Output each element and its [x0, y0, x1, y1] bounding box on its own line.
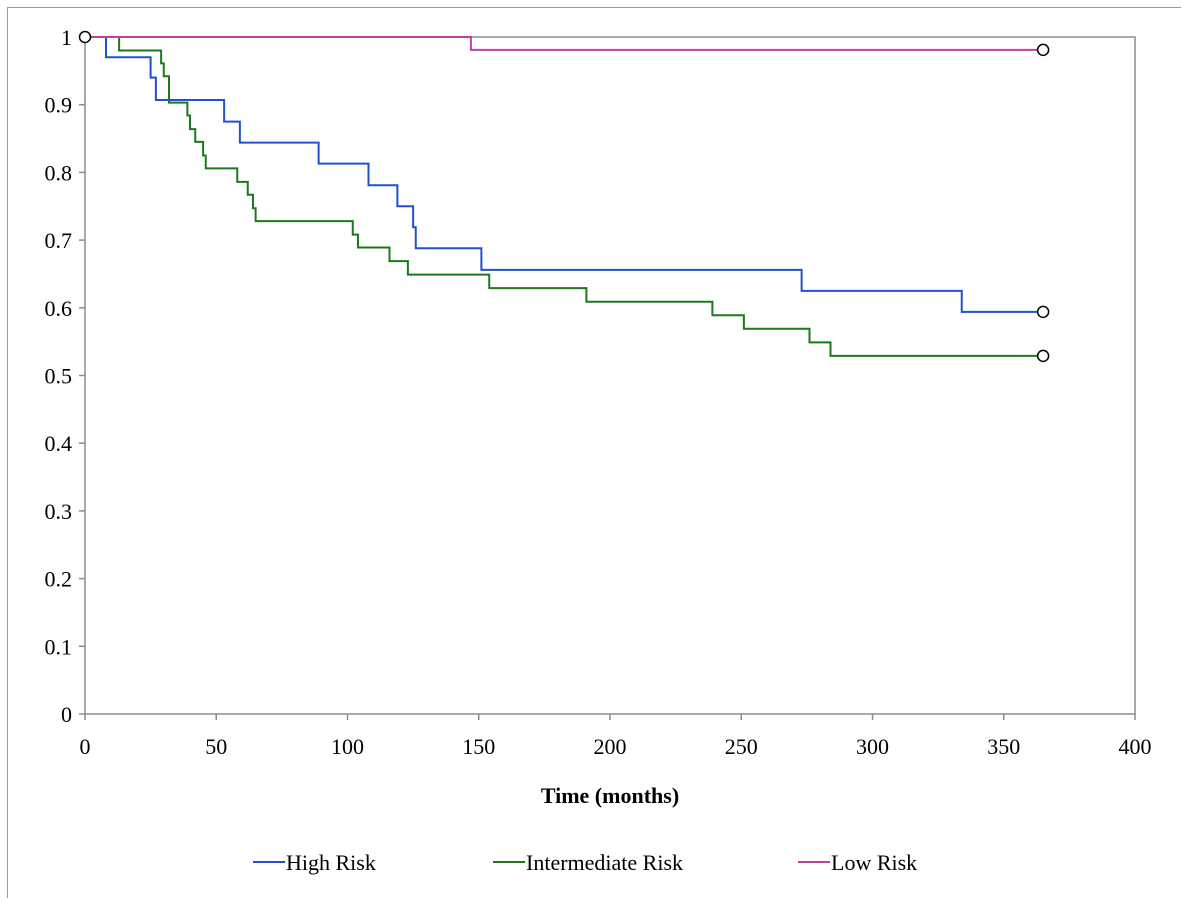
censor-marker-high-risk — [1036, 305, 1050, 319]
y-tick-label: 0.1 — [45, 634, 73, 659]
censor-markers — [78, 30, 1050, 363]
x-tick-label: 250 — [725, 734, 758, 759]
y-tick-label: 0.4 — [45, 431, 73, 456]
series-line-low-risk — [85, 36, 1044, 51]
x-tick-label: 100 — [331, 734, 364, 759]
y-tick-label: 0.2 — [45, 567, 73, 592]
x-tick-label: 350 — [987, 734, 1020, 759]
legend-label-high-risk: High Risk — [286, 850, 376, 875]
y-tick-label: 0.9 — [45, 93, 73, 118]
x-tick-label: 400 — [1119, 734, 1152, 759]
x-tick-label: 50 — [205, 734, 227, 759]
censor-marker-low-risk — [78, 30, 92, 44]
y-tick-label: 0 — [61, 702, 72, 727]
y-tick-label: 0.3 — [45, 499, 73, 524]
series-line-high-risk — [85, 36, 1044, 313]
legend-label-intermediate-risk: Intermediate Risk — [526, 850, 683, 875]
y-tick-label: 0.8 — [45, 160, 73, 185]
x-tick-label: 300 — [856, 734, 889, 759]
x-axis-title: Time (months) — [541, 783, 679, 808]
censor-marker-intermediate-risk — [1036, 349, 1050, 363]
legend: High Risk Intermediate Risk Low Risk — [253, 850, 917, 875]
series-line-intermediate-risk — [85, 36, 1044, 357]
y-tick-label: 0.7 — [45, 228, 73, 253]
x-tick-label: 200 — [594, 734, 627, 759]
x-tick-label: 0 — [80, 734, 91, 759]
y-tick-label: 0.6 — [45, 296, 73, 321]
series-lines — [85, 36, 1044, 357]
plot-area — [84, 36, 1136, 715]
y-tick-label: 0.5 — [45, 364, 73, 389]
axes: 0 50 100 150 200 250 300 350 400 0 0.1 0.2 0.3 0.4 0.5… — [45, 25, 1152, 759]
plot-border — [84, 36, 1136, 715]
censor-marker-low-risk — [1036, 43, 1050, 57]
y-tick-label: 1 — [61, 25, 72, 50]
x-tick-label: 150 — [462, 734, 495, 759]
legend-label-low-risk: Low Risk — [831, 850, 917, 875]
chart-frame — [7, 7, 1181, 898]
